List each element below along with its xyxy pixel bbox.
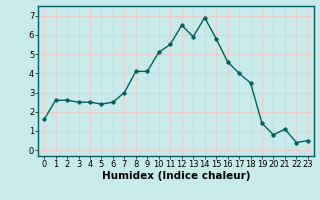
X-axis label: Humidex (Indice chaleur): Humidex (Indice chaleur) [102,171,250,181]
